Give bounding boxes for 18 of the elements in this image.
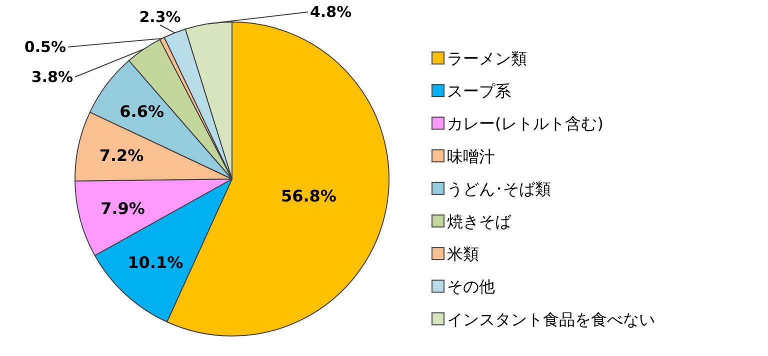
data-label: 2.3% — [139, 8, 181, 26]
data-label: 6.6% — [120, 102, 164, 121]
legend-label: 味噌汁 — [447, 146, 495, 166]
legend-label: うどん･そば類 — [447, 179, 551, 198]
data-label: 7.2% — [99, 146, 144, 166]
data-label: 4.8% — [310, 3, 352, 21]
legend-label: カレー(レトルト含む) — [447, 114, 604, 134]
legend-label: スープ系 — [447, 82, 511, 101]
data-label: 7.9% — [100, 199, 145, 218]
legend-label: インスタント食品を食べない — [447, 310, 655, 329]
legend-label: ラーメン類 — [447, 49, 527, 68]
data-label: 56.8% — [280, 186, 336, 206]
data-label: 10.1% — [128, 253, 184, 272]
legend-label: 米類 — [447, 244, 479, 264]
legend-label: その他 — [447, 277, 495, 296]
data-label: 0.5% — [24, 38, 66, 56]
data-label: 3.8% — [31, 68, 73, 86]
legend-label: 焼きそば — [447, 212, 512, 231]
